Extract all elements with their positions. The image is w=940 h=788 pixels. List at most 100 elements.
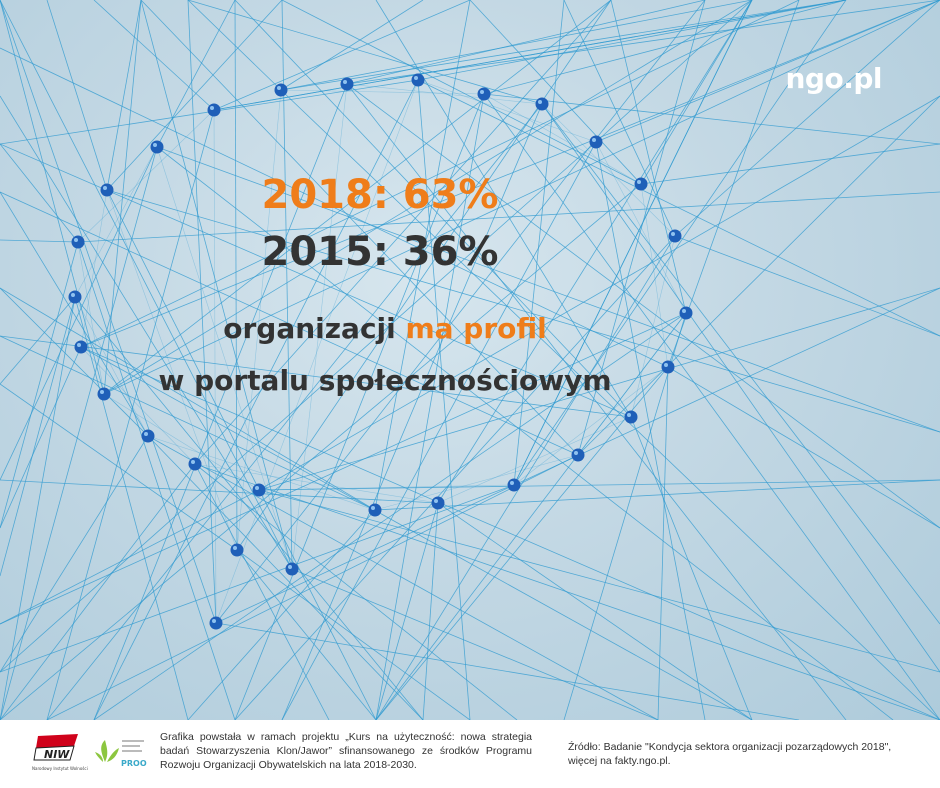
pin-head xyxy=(589,135,603,149)
thread-line xyxy=(93,312,687,720)
thread-line xyxy=(280,89,940,720)
thread-line xyxy=(236,549,471,720)
thread-line xyxy=(595,141,687,314)
thread-line xyxy=(0,191,579,456)
thread-line xyxy=(213,0,471,111)
pin-head xyxy=(411,73,425,87)
thread-line xyxy=(147,435,659,720)
thread-line xyxy=(437,0,753,504)
thread-line xyxy=(280,0,424,91)
thread-line xyxy=(0,463,196,720)
thread-line xyxy=(0,489,260,625)
thread-line xyxy=(234,235,676,720)
thread-line xyxy=(280,0,753,91)
thread-line xyxy=(80,346,196,465)
thread-line xyxy=(103,393,260,491)
thread-line xyxy=(0,143,79,243)
thread-line xyxy=(93,79,419,720)
pin-highlight xyxy=(664,363,668,367)
thread-line xyxy=(0,239,79,243)
caption-prefix: organizacji xyxy=(223,312,406,345)
thread-line xyxy=(77,191,940,243)
thread-line xyxy=(469,0,642,185)
pin-highlight xyxy=(538,100,542,104)
pin-head xyxy=(230,543,244,557)
thread-line xyxy=(80,346,940,720)
thread-line xyxy=(346,83,940,529)
caption-line-2: w portalu społecznościowym xyxy=(158,364,612,397)
thread-line xyxy=(422,502,439,720)
pin-head xyxy=(252,483,266,497)
brand-logo[interactable]: ngo.pl xyxy=(785,62,883,95)
thread-line xyxy=(0,312,687,625)
thread-line xyxy=(0,141,597,673)
thread-line xyxy=(610,0,687,314)
thread-line xyxy=(236,89,282,551)
pin-highlight xyxy=(637,180,641,184)
thread-line xyxy=(0,0,293,570)
thread-line xyxy=(77,241,105,395)
thread-line xyxy=(657,366,669,720)
niw-logo-text: NIW xyxy=(44,748,70,761)
thread-line xyxy=(0,335,632,418)
thread-line xyxy=(215,622,800,720)
hero-background: ngo.pl 2018: 63% 2015: 36% organizacji m… xyxy=(0,0,940,720)
thread-line xyxy=(541,103,940,673)
thread-line xyxy=(417,79,597,143)
thread-line xyxy=(630,416,753,720)
thread-line xyxy=(0,383,238,551)
thread-line xyxy=(140,0,293,570)
thread-line xyxy=(106,189,940,433)
thread-line xyxy=(291,83,348,570)
thread-line xyxy=(541,103,940,625)
pin-highlight xyxy=(103,186,107,190)
thread-line xyxy=(595,0,940,143)
thread-line xyxy=(147,435,376,511)
thread-line xyxy=(187,0,543,105)
thread-line xyxy=(258,479,940,491)
thread-line xyxy=(640,0,753,185)
thread-line xyxy=(103,0,612,395)
thread-line xyxy=(483,93,940,145)
thread-line xyxy=(74,296,149,437)
pin-highlight xyxy=(627,413,631,417)
caption-line-1: organizacji ma profil xyxy=(0,312,770,345)
thread-line xyxy=(106,189,377,720)
thread-line xyxy=(0,47,669,368)
thread-line xyxy=(0,183,642,720)
thread-line xyxy=(103,0,940,395)
thread-line xyxy=(640,143,940,185)
pin-highlight xyxy=(480,90,484,94)
footer: NIW Narodowy Instytut Wolności PROO Graf… xyxy=(0,720,940,788)
pin-highlight xyxy=(144,432,148,436)
thread-line xyxy=(0,296,76,720)
thread-line xyxy=(483,93,940,720)
thread-line xyxy=(74,146,158,298)
thread-line xyxy=(103,0,142,395)
thread-line xyxy=(156,146,293,570)
thread-line xyxy=(674,0,940,237)
thread-line xyxy=(375,0,632,418)
pin-highlight xyxy=(233,546,237,550)
pin-highlight xyxy=(71,293,75,297)
thread-line xyxy=(667,0,800,368)
thread-line xyxy=(417,79,471,720)
thread-line xyxy=(156,146,940,433)
thread-line xyxy=(258,95,940,491)
thread-line xyxy=(147,435,424,720)
pin-head xyxy=(274,83,288,97)
pin-head xyxy=(150,140,164,154)
thread-line xyxy=(213,0,847,111)
pin-head xyxy=(507,478,521,492)
thread-line xyxy=(234,93,485,720)
thread-line xyxy=(577,95,940,456)
thread-line xyxy=(374,0,471,511)
caption-highlight: ma profil xyxy=(405,312,547,345)
thread-line xyxy=(513,366,669,486)
thread-line xyxy=(80,189,108,348)
thread-line xyxy=(0,484,515,673)
pin-head xyxy=(285,562,299,576)
thread-line xyxy=(346,83,543,105)
thread-line xyxy=(375,235,676,720)
thread-line xyxy=(258,489,940,673)
